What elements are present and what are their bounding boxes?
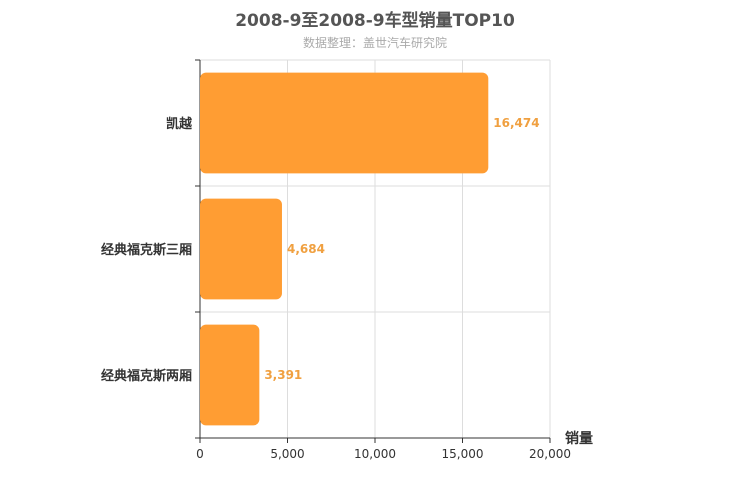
category-label: 经典福克斯两厢 [101, 368, 192, 384]
x-tick-label: 20,000 [529, 447, 571, 461]
x-axis-title: 销量 [565, 430, 593, 447]
data-label: 16,474 [493, 116, 539, 130]
chart-subtitle: 数据整理：盖世汽车研究院 [302, 36, 447, 50]
bar [200, 324, 260, 426]
data-label: 4,684 [287, 242, 325, 256]
chart-title: 2008-9至2008-9车型销量TOP10 [235, 11, 515, 31]
bar [200, 198, 282, 300]
x-tick-label: 10,000 [354, 447, 396, 461]
x-tick-label: 0 [196, 447, 204, 461]
x-tick-label: 15,000 [442, 447, 484, 461]
data-label: 3,391 [264, 368, 302, 382]
bar [200, 72, 489, 174]
category-label: 经典福克斯三厢 [101, 242, 192, 258]
x-tick-label: 5,000 [270, 447, 304, 461]
category-label: 凯越 [166, 116, 193, 132]
